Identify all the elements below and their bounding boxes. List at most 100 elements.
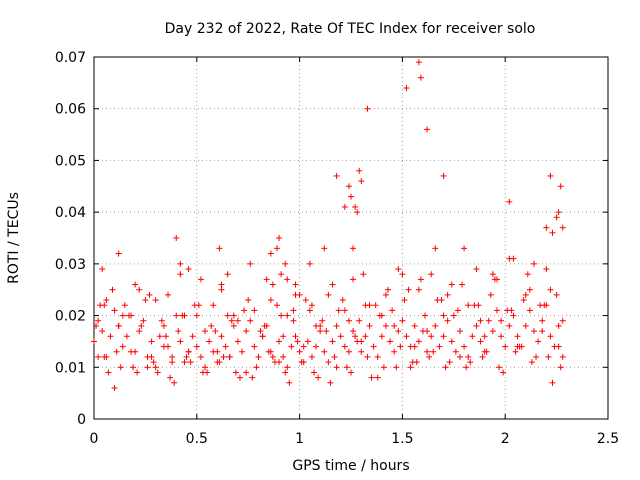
data-point	[526, 307, 533, 314]
data-point	[477, 317, 484, 324]
data-point	[160, 343, 167, 350]
data-point	[417, 74, 424, 81]
data-point	[280, 333, 287, 340]
data-point	[329, 281, 336, 288]
data-point	[339, 297, 346, 304]
data-point	[290, 317, 297, 324]
data-point	[101, 302, 108, 309]
data-point	[195, 302, 202, 309]
data-point	[450, 312, 457, 319]
data-point	[208, 322, 215, 329]
data-point	[177, 260, 184, 267]
data-point	[391, 348, 398, 355]
data-point	[265, 348, 272, 355]
data-point	[333, 322, 340, 329]
data-point	[547, 333, 554, 340]
data-point	[364, 105, 371, 112]
data-point	[557, 364, 564, 371]
y-tick-label: 0.05	[55, 153, 86, 169]
data-point	[298, 359, 305, 366]
x-tick-label: 0	[90, 431, 99, 447]
data-point	[345, 317, 352, 324]
data-point	[115, 322, 122, 329]
data-point	[189, 333, 196, 340]
data-point	[341, 343, 348, 350]
data-point	[463, 364, 470, 371]
data-point	[103, 297, 110, 304]
y-tick-labels: 0 0.01 0.02 0.03 0.04 0.05 0.06 0.07	[55, 50, 86, 428]
data-point	[395, 266, 402, 273]
data-point	[181, 312, 188, 319]
data-point	[477, 338, 484, 345]
data-point	[444, 317, 451, 324]
data-point	[245, 297, 252, 304]
data-point	[526, 286, 533, 293]
data-point	[292, 333, 299, 340]
y-tick-label: 0.02	[55, 309, 86, 325]
data-point	[440, 172, 447, 179]
y-tick-label: 0.06	[55, 102, 86, 118]
data-point	[496, 364, 503, 371]
data-point	[269, 281, 276, 288]
data-point	[374, 353, 381, 360]
data-point	[218, 286, 225, 293]
data-point	[345, 183, 352, 190]
data-point	[292, 291, 299, 298]
data-point	[313, 322, 320, 329]
data-point	[508, 307, 515, 314]
data-point	[487, 291, 494, 298]
data-point	[555, 322, 562, 329]
data-point	[284, 364, 291, 371]
data-point	[539, 317, 546, 324]
data-point	[465, 302, 472, 309]
y-tick-label: 0.03	[55, 257, 86, 273]
data-point	[251, 343, 258, 350]
data-point	[510, 312, 517, 319]
data-point	[136, 328, 143, 335]
chart-title: Day 232 of 2022, Rate Of TEC Index for r…	[165, 21, 536, 37]
data-point	[173, 235, 180, 241]
plot-frame	[93, 56, 609, 420]
data-point	[290, 307, 297, 314]
data-point	[278, 271, 285, 278]
data-point	[520, 297, 527, 304]
data-point	[545, 353, 552, 360]
data-point	[469, 333, 476, 340]
data-point	[485, 317, 492, 324]
data-point	[115, 250, 122, 257]
grid-lines	[94, 57, 608, 419]
data-point	[502, 343, 509, 350]
data-point	[559, 353, 566, 360]
data-point	[146, 291, 153, 298]
data-point	[428, 333, 435, 340]
data-point	[559, 317, 566, 324]
data-point	[399, 317, 406, 324]
data-point	[393, 364, 400, 371]
data-point	[111, 384, 118, 391]
data-point	[276, 359, 283, 366]
data-point	[167, 374, 174, 381]
data-point	[162, 333, 169, 340]
data-point	[356, 167, 363, 174]
data-point	[409, 359, 416, 366]
data-point	[136, 286, 143, 293]
data-point	[366, 322, 373, 329]
data-point	[175, 328, 182, 335]
data-point	[300, 343, 307, 350]
data-point	[210, 302, 217, 309]
data-point	[117, 364, 124, 371]
data-point	[315, 374, 322, 381]
data-point	[530, 260, 537, 267]
data-point	[220, 353, 227, 360]
data-point	[370, 343, 377, 350]
data-point	[185, 348, 192, 355]
data-point	[399, 271, 406, 278]
data-point	[128, 348, 135, 355]
data-point	[121, 302, 128, 309]
data-point	[267, 297, 274, 304]
data-point	[111, 307, 118, 314]
data-point	[514, 343, 521, 350]
data-point	[498, 333, 505, 340]
x-tick-label: 2.5	[597, 431, 619, 447]
data-point	[169, 353, 176, 360]
